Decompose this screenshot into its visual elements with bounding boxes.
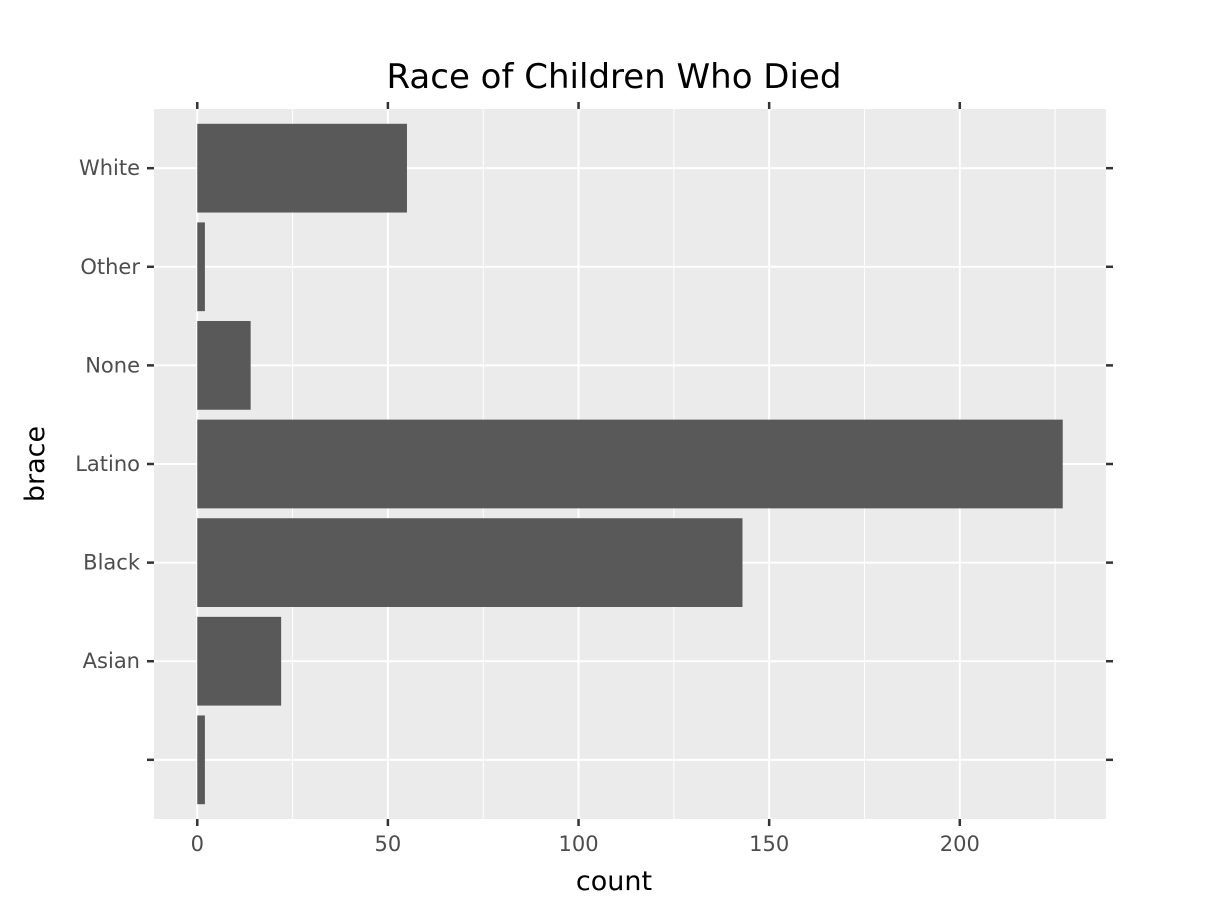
bar [197,419,1063,509]
x-axis-title: count [576,866,652,897]
x-tick-label: 0 [191,832,204,856]
bar [197,222,205,312]
x-tick-label: 50 [375,832,402,856]
bar [197,321,251,410]
y-tick-label: Asian [83,649,140,673]
bar [197,616,282,706]
axis-ticks [147,102,1113,826]
x-tick-label: 200 [940,832,980,856]
y-axis-title: brace [20,426,51,502]
x-tick-labels: 0 50 100 150 200 [191,832,980,856]
chart-title: Race of Children Who Died [387,57,842,97]
x-tick-label: 150 [749,832,789,856]
bar [197,123,407,213]
y-tick-label: Latino [75,452,140,476]
bar [197,518,743,607]
x-tick-label: 100 [558,832,598,856]
y-tick-label: Black [83,551,141,575]
y-tick-label: None [85,353,140,377]
y-tick-label: Other [80,255,140,279]
bars [197,123,1063,805]
y-tick-labels: Asian Black Latino None Other White [75,156,141,673]
y-tick-label: White [79,156,140,180]
bar [197,715,205,805]
